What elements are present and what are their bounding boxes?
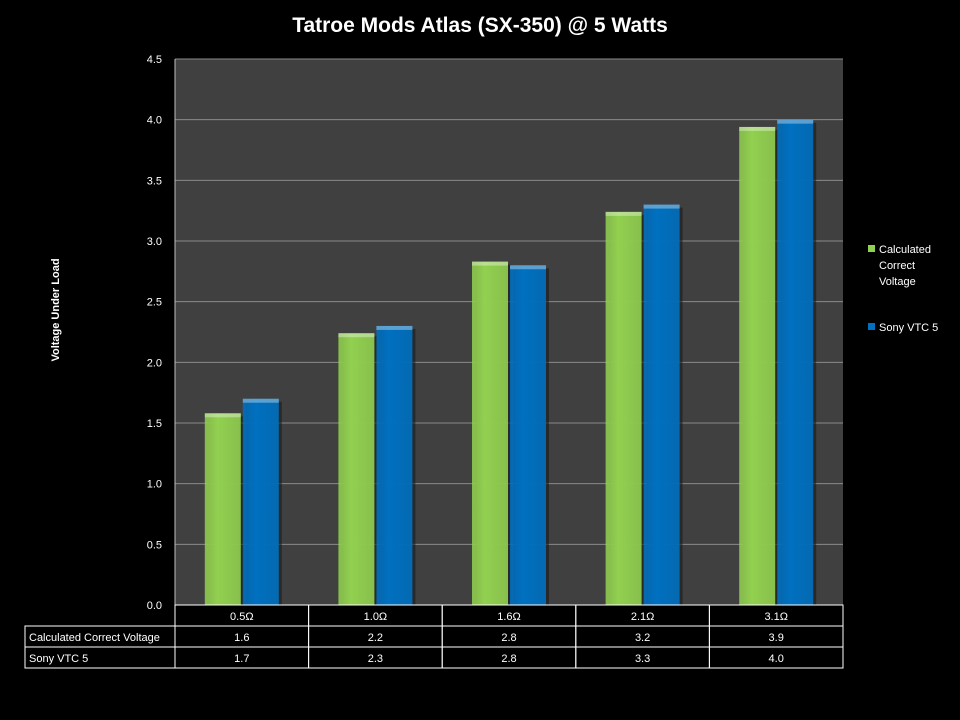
bar <box>242 398 279 605</box>
table-value: 3.2 <box>635 632 650 644</box>
x-tick-label: 2.1Ω <box>631 611 655 623</box>
table-series-name: Calculated Correct Voltage <box>29 632 160 644</box>
chart-title: Tatroe Mods Atlas (SX-350) @ 5 Watts <box>292 14 668 37</box>
x-tick-label: 1.6Ω <box>497 611 521 623</box>
bar <box>376 325 413 605</box>
table-value: 1.7 <box>234 653 249 665</box>
bar <box>338 333 375 605</box>
bars <box>204 119 817 606</box>
legend-swatch <box>868 245 875 252</box>
y-tick-label: 2.5 <box>147 297 162 309</box>
table-value: 2.3 <box>368 653 383 665</box>
y-tick-label: 0.5 <box>147 539 162 551</box>
y-tick-label: 3.0 <box>147 236 162 248</box>
y-axis: 0.0 0.5 1.0 1.5 2.0 2.5 3.0 3.5 4.0 4.5 <box>147 54 176 612</box>
legend-swatch <box>868 323 875 330</box>
y-tick-label: 0.0 <box>147 600 162 612</box>
table-value: 2.2 <box>368 632 383 644</box>
table-value: 3.3 <box>635 653 650 665</box>
x-tick-label: 0.5Ω <box>230 611 254 623</box>
bar <box>605 211 642 605</box>
bar-cap <box>376 325 413 330</box>
table-value: 2.8 <box>501 632 516 644</box>
bar-cap <box>204 413 241 418</box>
bar-cap <box>510 265 546 270</box>
data-table: 0.5Ω 1.0Ω 1.6Ω 2.1Ω 3.1Ω Calculated Correct V… <box>24 604 844 669</box>
bar-cap <box>605 211 642 216</box>
legend-label: Sony VTC 5 <box>879 322 938 334</box>
bar <box>643 204 680 605</box>
x-tick-label: 3.1Ω <box>764 611 788 623</box>
table-value: 4.0 <box>769 653 784 665</box>
table-value: 2.8 <box>501 653 516 665</box>
y-tick-label: 3.5 <box>147 175 162 187</box>
bar-cap <box>242 398 279 403</box>
table-series-name: Sony VTC 5 <box>29 653 88 665</box>
y-tick-label: 4.0 <box>147 115 162 127</box>
table-cell <box>708 646 844 669</box>
legend-label: Voltage <box>879 276 916 288</box>
bar <box>472 261 508 605</box>
legend-label: Correct <box>879 260 915 272</box>
bar <box>204 413 241 605</box>
bar <box>739 126 776 606</box>
y-axis-title: Voltage Under Load <box>50 258 62 361</box>
legend-label: Calculated <box>879 244 931 256</box>
y-tick-label: 1.0 <box>147 479 162 491</box>
bar <box>777 119 814 606</box>
x-tick-label: 1.0Ω <box>364 611 388 623</box>
y-tick-label: 2.0 <box>147 357 162 369</box>
table-value: 3.9 <box>769 632 784 644</box>
bar-cap <box>777 119 814 124</box>
y-tick-label: 1.5 <box>147 418 162 430</box>
table-value: 1.6 <box>234 632 249 644</box>
bar-cap <box>739 126 776 131</box>
bar-cap <box>472 261 508 266</box>
bar-cap <box>643 204 680 209</box>
bar-cap <box>338 333 375 338</box>
bar <box>510 265 546 605</box>
y-tick-label: 4.5 <box>147 54 162 66</box>
legend: Calculated Correct Voltage Sony VTC 5 <box>868 244 938 334</box>
